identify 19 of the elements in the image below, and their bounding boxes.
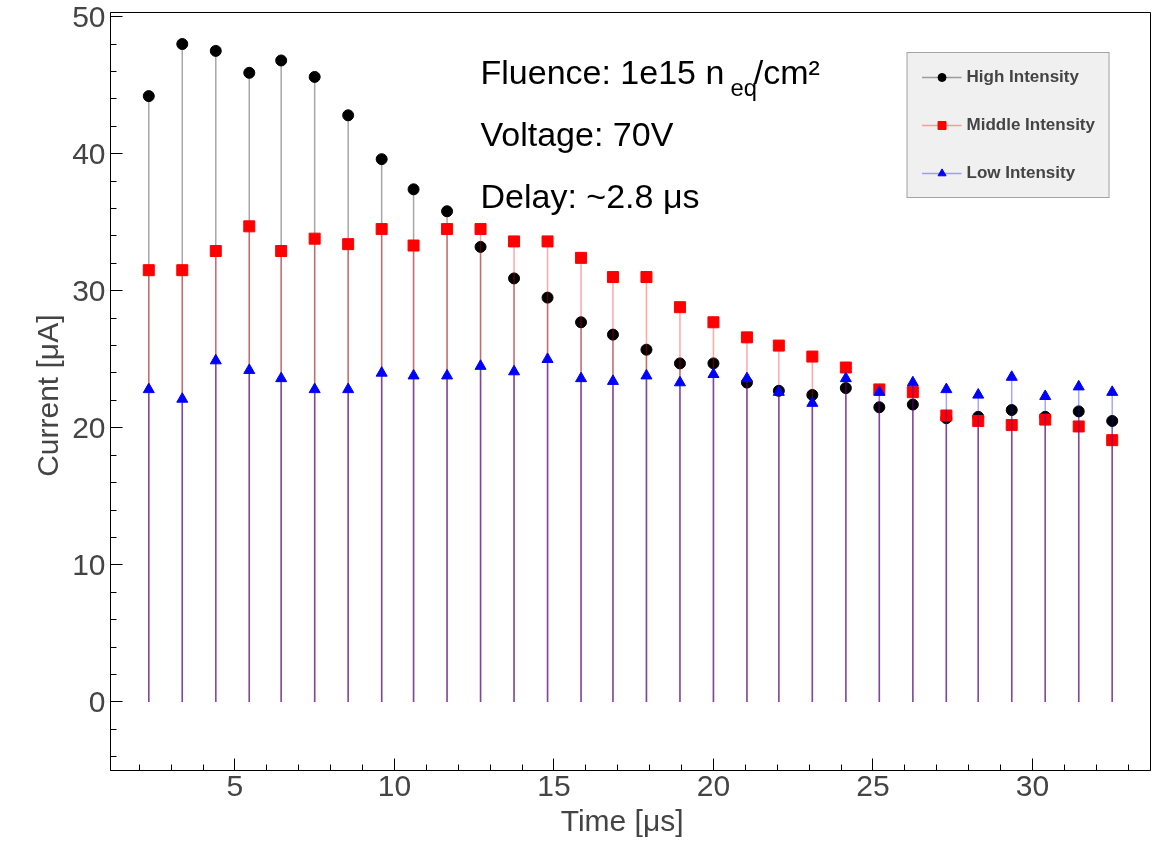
y-tick-label: 50 — [72, 0, 106, 33]
y-tick-label: 40 — [72, 136, 106, 170]
y-tick-label: 0 — [88, 684, 106, 718]
x-axis-title: Time [μs] — [560, 803, 684, 837]
annotation: Voltage: 70V — [480, 114, 674, 153]
legend-label: Middle Intensity — [966, 115, 1095, 135]
y-tick-label: 10 — [72, 547, 106, 581]
y-tick-label: 20 — [72, 410, 106, 444]
x-tick-label: 5 — [226, 768, 244, 802]
annotation: Delay: ~2.8 μs — [480, 176, 700, 215]
x-tick-label: 25 — [856, 768, 890, 802]
legend-label: High Intensity — [966, 67, 1079, 87]
legend-label: Low Intensity — [966, 163, 1076, 183]
x-tick-label: 20 — [696, 768, 731, 802]
x-tick-label: 15 — [537, 768, 571, 802]
x-tick-label: 10 — [377, 768, 412, 802]
y-axis-title: Current [μA] — [31, 314, 65, 477]
y-tick-label: 30 — [72, 273, 106, 307]
x-tick-label: 30 — [1015, 768, 1050, 802]
